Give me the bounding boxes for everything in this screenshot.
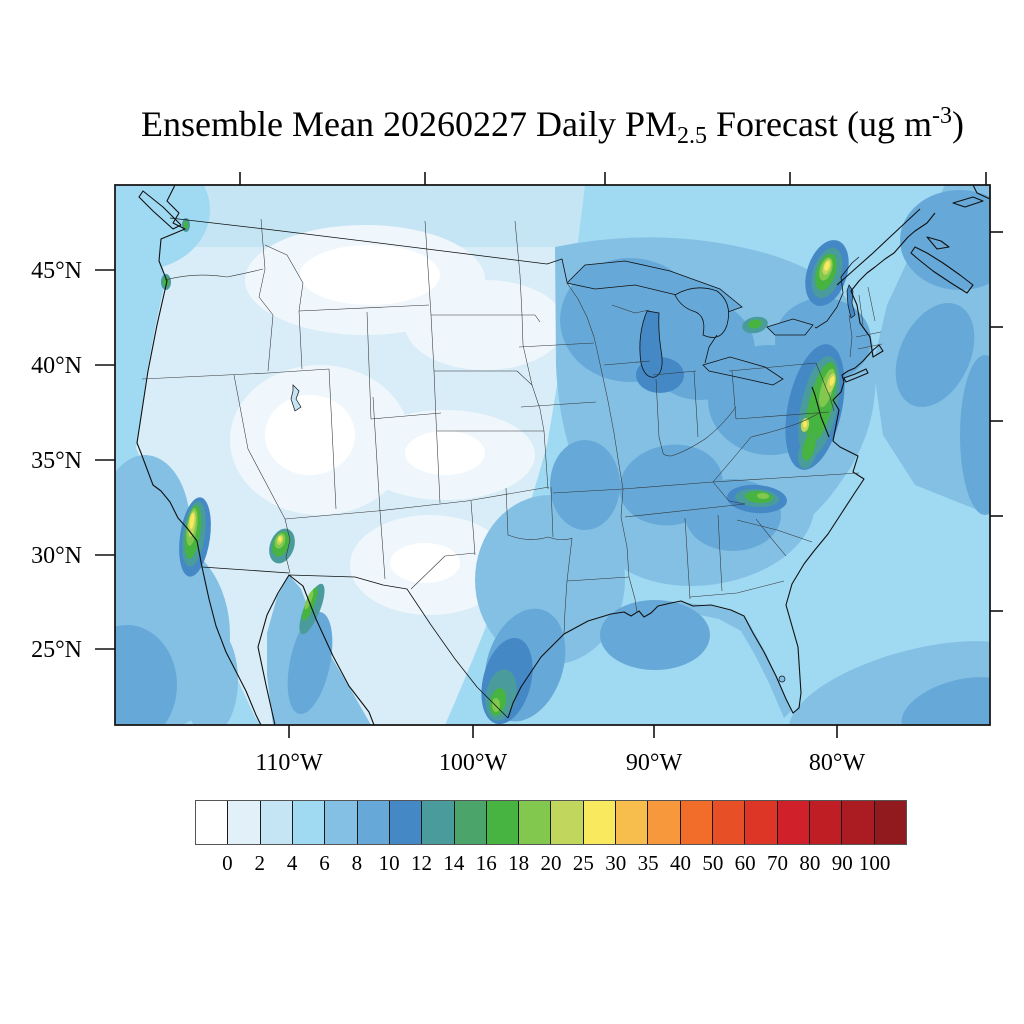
hotspot-pacific-northwest — [161, 218, 190, 290]
lat-tick-label: 30°N — [31, 543, 82, 569]
colorbar-cell — [486, 801, 520, 844]
colorbar-label: 60 — [734, 851, 756, 875]
colorbar-cell — [680, 801, 713, 844]
hotspot-imperial-valley — [179, 497, 211, 577]
colorbar-label: 8 — [351, 851, 363, 875]
colorbar-cell — [196, 801, 229, 844]
map-content — [115, 185, 990, 725]
colorbar-cell — [292, 801, 326, 844]
colorbar-label: 10 — [378, 851, 400, 875]
colorbar-cell — [325, 801, 358, 844]
lat-tick-label: 25°N — [31, 637, 82, 663]
top-ticks — [239, 172, 987, 185]
colorbar-cell — [389, 801, 423, 844]
lon-tick-label: 80°W — [809, 750, 866, 775]
colorbar-cells — [195, 800, 907, 845]
colorbar-label: 4 — [286, 851, 298, 875]
colorbar-label: 40 — [669, 851, 691, 875]
national-borders — [169, 217, 860, 719]
colorbar-cell — [228, 801, 261, 844]
colorbar-cell — [616, 801, 649, 844]
colorbar-label: 0 — [222, 851, 233, 875]
state-borders — [141, 218, 883, 635]
colorbar-cell — [357, 801, 390, 844]
colorbar-cell — [713, 801, 746, 844]
colorbar-cell — [260, 801, 293, 844]
title-superscript: -3 — [931, 103, 952, 129]
colorbar-label: 35 — [637, 851, 659, 875]
colorbar-cell — [648, 801, 681, 844]
coastlines — [136, 185, 990, 725]
colorbar-label: 90 — [831, 851, 853, 875]
hotspot-south-texas — [481, 637, 533, 725]
colorbar-cell — [745, 801, 778, 844]
colorbar-cell — [454, 801, 487, 844]
colorbar-cell — [551, 801, 584, 844]
colorbar-cell — [842, 801, 875, 844]
colorbar-label: 100 — [858, 851, 891, 875]
colorbar-label: 25 — [572, 851, 594, 875]
colorbar: 0 2 4 6 8 10 12 14 16 18 20 25 30 35 40 50 60 70 80 90 100 — [195, 800, 907, 874]
colorbar-label: 70 — [767, 851, 789, 875]
colorbar-cell — [809, 801, 843, 844]
map-frame — [114, 184, 991, 726]
hotspot-phoenix — [269, 528, 295, 564]
colorbar-label: 80 — [799, 851, 821, 875]
hotspot-montreal — [805, 240, 849, 306]
title-subscript: 2.5 — [677, 123, 707, 149]
lat-tick-label: 45°N — [31, 258, 82, 284]
colorbar-cell — [777, 801, 810, 844]
title-middle: Forecast (ug m — [707, 104, 932, 144]
lat-axis: 45°N 40°N 35°N 30°N 25°N — [31, 258, 115, 663]
colorbar-label: 30 — [605, 851, 627, 875]
lon-tick-label: 100°W — [439, 750, 508, 775]
colorbar-cell — [519, 801, 552, 844]
lat-tick-label: 40°N — [31, 353, 82, 379]
lon-tick-label: 90°W — [626, 750, 683, 775]
hotspot-north-carolina — [727, 484, 787, 514]
colorbar-label: 2 — [254, 851, 265, 875]
colorbar-cell — [583, 801, 617, 844]
colorbar-label: 20 — [540, 851, 562, 875]
lon-axis: 110°W 100°W 90°W 80°W — [255, 725, 865, 775]
colorbar-label: 18 — [508, 851, 530, 875]
colorbar-label: 14 — [443, 851, 465, 875]
colorbar-label: 16 — [475, 851, 497, 875]
right-ticks — [990, 231, 1003, 612]
colorbar-cell — [874, 801, 906, 844]
hotspot-northeast-corridor — [785, 344, 845, 470]
title-suffix: ) — [951, 104, 964, 144]
figure-title: Ensemble Mean 20260227 Daily PM2.5 Forec… — [115, 103, 990, 150]
lat-tick-label: 35°N — [31, 448, 82, 474]
hotspot-toronto — [742, 316, 768, 334]
forecast-map: 45°N 40°N 35°N 30°N 25°N 110°W 100°W 90°W 80°W — [31, 172, 1003, 775]
colorbar-cell — [422, 801, 455, 844]
title-prefix: Ensemble Mean 20260227 Daily PM — [141, 104, 677, 144]
colorbar-label: 6 — [319, 851, 330, 875]
colorbar-label: 12 — [411, 851, 433, 875]
great-lakes — [290, 260, 856, 683]
colorbar-label: 50 — [702, 851, 724, 875]
lon-tick-label: 110°W — [255, 750, 323, 775]
